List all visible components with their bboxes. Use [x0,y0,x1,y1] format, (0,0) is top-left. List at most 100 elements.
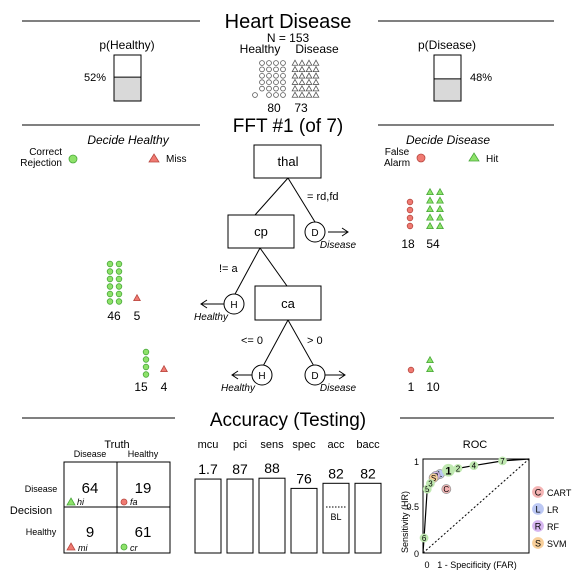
header-disease-icon [312,72,320,79]
level4-correct-count: 10 [426,380,440,394]
roc-legend-name-lr: LR [547,505,559,515]
level2-correct-rejection-icon [115,260,123,268]
header-disease-icon [298,78,306,85]
exit-thal-disease [304,221,326,243]
header-healthy-icon [280,85,286,92]
roc-fft-label-5: 5 [425,485,430,494]
p-disease-fill [434,78,461,101]
roc-ylabel: Sensitivity (HR) [400,491,410,553]
header-healthy-icon [266,85,272,92]
healthy-label: Healthy [240,42,281,56]
roc-fft-point-3 [426,479,435,488]
exit-ca-disease-letter: D [311,371,318,382]
miss-legend-icon [148,153,160,163]
header-disease-icon [291,78,299,85]
stat-bars: mcu 1.7 pci 87 sens 88 spec 76 acc 82 BL bacc 82 [194,439,382,554]
roc-tick-y05: 0.5 [406,502,419,512]
roc-legend-name-cart: CART [547,488,572,498]
roc-legend-name-svm: SVM [547,539,567,549]
node-thal-label: thal [278,154,299,169]
stat-name-pci: pci [233,439,247,451]
header-healthy-icon [273,73,279,79]
hi-icon [66,497,76,506]
hit-legend-icon [468,152,480,162]
p-healthy-value: 52% [84,72,106,84]
header-healthy-icon [266,60,272,66]
roc-legend-letter-lr: L [535,505,540,515]
stat-name-spec: spec [292,439,316,451]
header-disease-icon [291,72,299,79]
header-healthy-icon [273,85,279,92]
stat-bar-spec [290,487,318,554]
level3-wrong-count: 4 [161,380,168,394]
header-disease-icon [298,72,306,79]
header-disease-icon [312,91,320,98]
level3-correct-rejection-icon [142,371,150,378]
header-icon-array [252,59,320,98]
roc-legend-letter-cart: C [535,488,542,498]
header-healthy-icon [266,92,272,98]
header-healthy-icon [266,73,272,79]
level3-miss-icon [160,364,168,373]
header-healthy-icon [259,60,265,66]
mi-value: 9 [86,524,94,541]
level1-hit-icon [426,213,434,221]
stat-name-bacc: bacc [356,439,380,451]
roc-fft-point-6 [419,533,429,543]
exit-thal-disease-name: Disease [320,240,357,251]
edge-cp-ca [259,247,288,287]
roc-xlabel: 1 - Specificity (FAR) [437,560,517,570]
header-disease-icon [298,59,306,66]
node-thal [253,144,322,179]
stat-bar-sens [258,477,286,554]
roc-fft-label-1: 1 [445,465,451,477]
header-disease-icon [312,78,320,85]
stat-value-mcu: 1.7 [198,461,218,477]
header-disease-icon [291,91,299,98]
level1-hit-icon [436,196,444,204]
header-healthy-icon [259,79,265,85]
header-healthy-icon [273,66,279,73]
roc-fft-label-7: 7 [500,457,505,466]
exit-cp-healthy-letter: H [230,300,237,311]
level1-false-alarm-icon [406,222,414,230]
roc-tick-x0: 0 [424,560,429,570]
level2-correct-rejection-icon [115,268,123,275]
hi-value: 64 [82,480,99,497]
col-disease-label: Disease [74,449,107,459]
level2-correct-rejection-icon [115,275,123,283]
header-healthy-icon [273,92,279,98]
level2-correct-rejection-icon [106,290,114,298]
exit-ca-disease [304,364,326,386]
level2-correct-rejection-icon [115,290,123,298]
level2-miss-icon [133,293,141,302]
n-label: N = 153 [267,31,310,45]
header-healthy-icon [252,92,258,98]
header-disease-icon [312,65,320,73]
truth-label: Truth [104,439,129,451]
header-healthy-icon [259,73,265,79]
level2-correct-rejection-icon [106,298,114,305]
roc-title: ROC [463,439,488,451]
roc-fft-label-4: 4 [472,462,477,471]
node-cp-label: cp [254,224,268,239]
roc-tick-y1: 1 [414,457,419,467]
level3-correct-rejection-icon [142,363,150,371]
level4-false-alarm-icon [407,366,415,374]
level1-hit-icon [426,204,434,213]
cr-label: cr [130,543,139,553]
fa-legend-line2: Alarm [384,158,410,169]
level2-correct-rejection-icon [115,283,123,290]
stat-bar-acc [322,482,350,554]
p-disease-value: 48% [470,72,492,84]
roc-legend-icon-lr [532,503,544,515]
roc-legend-icon-rf [532,520,544,532]
p-healthy-label: p(Healthy) [99,38,154,52]
stat-value-acc: 82 [328,465,344,481]
stat-bar-pci [226,478,254,554]
baseline-label: BL [330,512,341,522]
edge-thal-exit [287,177,316,223]
header-disease-icon [305,72,313,79]
roc-fft-point-7 [498,456,507,466]
header-healthy-icon [280,92,286,98]
